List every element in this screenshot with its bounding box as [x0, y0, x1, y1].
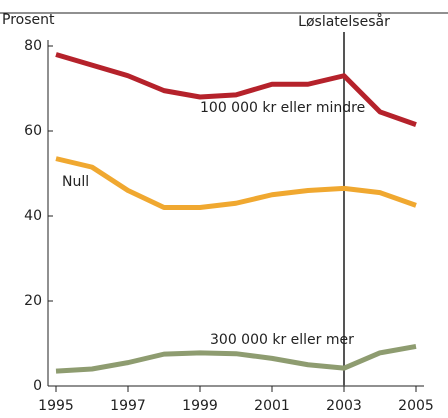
series-line — [55, 156, 417, 210]
series-line — [55, 344, 417, 374]
series-label: 300 000 kr eller mer — [210, 332, 354, 348]
y-tick-label: 0 — [33, 378, 42, 394]
x-tick-label: 1997 — [110, 398, 146, 414]
x-tick-label: 2001 — [254, 398, 290, 414]
y-tick-label: 80 — [24, 38, 42, 54]
y-tick-label: 40 — [24, 208, 42, 224]
series-line — [55, 52, 417, 127]
y-tick-label: 60 — [24, 123, 42, 139]
series-label: Null — [62, 174, 89, 190]
y-axis-label: Prosent — [2, 12, 55, 28]
y-tick-label: 20 — [24, 293, 42, 309]
x-tick-label: 2003 — [326, 398, 362, 414]
reference-label: Løslatelsesår — [298, 13, 390, 30]
x-tick-label: 1995 — [38, 398, 74, 414]
x-tick-label: 1999 — [182, 398, 218, 414]
series-label: 100 000 kr eller mindre — [200, 100, 365, 116]
x-tick-label: 2005 — [398, 398, 434, 414]
